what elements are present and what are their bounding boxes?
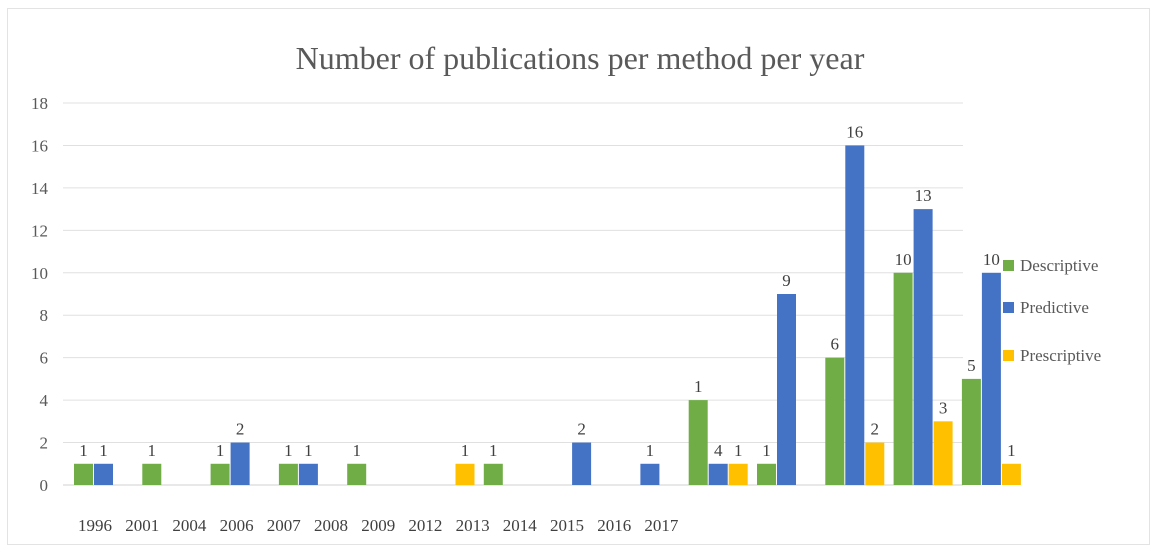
y-tick-label: 12 <box>31 221 48 240</box>
bar-descriptive <box>210 463 230 485</box>
data-label: 1 <box>99 441 108 460</box>
y-tick-label: 10 <box>31 264 48 283</box>
bar-descriptive <box>74 463 93 485</box>
data-label: 3 <box>939 398 948 417</box>
x-tick-label: 2009 <box>361 516 395 535</box>
legend-label-predictive: Predictive <box>1020 298 1089 317</box>
data-label: 1 <box>489 441 498 460</box>
bar-descriptive <box>757 463 776 485</box>
legend-label-descriptive: Descriptive <box>1020 256 1098 275</box>
data-label: 13 <box>915 186 932 205</box>
x-tick-label: 2006 <box>220 516 254 535</box>
chart-frame: Number of publications per method per ye… <box>7 8 1150 545</box>
data-label: 1 <box>79 441 88 460</box>
gridlines <box>63 102 963 486</box>
bar-predictive <box>708 463 728 485</box>
y-tick-label: 8 <box>40 306 49 325</box>
data-label: 2 <box>236 420 245 439</box>
x-axis-ticks: 1996 2001 2004 2006 2007 2008 2009 2012 2013 2014… <box>78 516 679 535</box>
chart-title: Number of publications per method per ye… <box>296 40 865 76</box>
data-label: 5 <box>967 356 976 375</box>
data-label: 1 <box>762 441 771 460</box>
bar-prescriptive <box>865 442 885 485</box>
data-label: 10 <box>895 250 912 269</box>
bar-predictive <box>913 209 933 485</box>
bar-descriptive <box>347 463 367 485</box>
data-label: 1 <box>461 441 470 460</box>
y-tick-label: 18 <box>31 94 48 113</box>
legend: Descriptive Predictive Prescriptive <box>1003 256 1101 365</box>
data-label: 4 <box>714 441 723 460</box>
bar-predictive <box>572 442 592 485</box>
y-tick-label: 0 <box>40 476 49 495</box>
bar-predictive <box>94 463 113 485</box>
x-tick-label: 2013 <box>456 516 490 535</box>
data-label: 6 <box>831 335 840 354</box>
bar-prescriptive <box>1001 463 1021 485</box>
legend-swatch-descriptive <box>1003 260 1014 271</box>
y-axis-ticks: 0 2 4 6 8 10 12 14 16 18 <box>31 94 49 495</box>
data-label: 1 <box>646 441 655 460</box>
bar-predictive <box>777 294 796 485</box>
bar-predictive <box>640 463 660 485</box>
bar-descriptive <box>893 272 913 485</box>
y-tick-label: 6 <box>40 349 49 368</box>
bar-prescriptive <box>728 463 748 485</box>
y-tick-label: 16 <box>31 136 48 155</box>
legend-swatch-predictive <box>1003 302 1014 313</box>
data-label: 16 <box>846 122 863 141</box>
bars <box>74 145 1021 485</box>
bar-descriptive <box>688 400 708 485</box>
bar-predictive <box>298 463 318 485</box>
x-tick-label: 2014 <box>503 516 538 535</box>
x-tick-label: 2008 <box>314 516 348 535</box>
data-label: 1 <box>284 441 293 460</box>
data-label: 1 <box>216 441 225 460</box>
bar-descriptive <box>278 463 298 485</box>
bar-predictive <box>845 145 865 485</box>
y-tick-label: 14 <box>31 179 49 198</box>
data-label: 2 <box>577 420 586 439</box>
bar-prescriptive <box>933 421 953 485</box>
x-tick-label: 2007 <box>267 516 302 535</box>
data-label: 1 <box>304 441 313 460</box>
x-tick-label: 2012 <box>408 516 442 535</box>
x-tick-label: 2016 <box>597 516 631 535</box>
data-label: 1 <box>148 441 157 460</box>
x-tick-label: 2015 <box>550 516 584 535</box>
bar-descriptive <box>483 463 503 485</box>
bar-descriptive <box>142 463 162 485</box>
bar-chart: Number of publications per method per ye… <box>31 40 1101 535</box>
data-label: 1 <box>1007 441 1016 460</box>
y-tick-label: 4 <box>40 391 49 410</box>
bar-descriptive <box>961 378 981 485</box>
data-label: 9 <box>782 271 791 290</box>
x-tick-label: 2004 <box>172 516 207 535</box>
bar-predictive <box>981 272 1001 485</box>
data-label: 1 <box>694 377 703 396</box>
data-label: 10 <box>983 250 1000 269</box>
legend-label-prescriptive: Prescriptive <box>1020 346 1101 365</box>
data-label: 1 <box>352 441 361 460</box>
data-label: 1 <box>734 441 743 460</box>
y-tick-label: 2 <box>40 434 49 453</box>
x-tick-label: 2017 <box>644 516 679 535</box>
bar-prescriptive <box>455 463 475 485</box>
legend-swatch-prescriptive <box>1003 350 1014 361</box>
x-tick-label: 1996 <box>78 516 112 535</box>
data-label: 2 <box>871 420 880 439</box>
x-tick-label: 2001 <box>125 516 159 535</box>
bar-descriptive <box>825 357 845 485</box>
bar-predictive <box>230 442 250 485</box>
